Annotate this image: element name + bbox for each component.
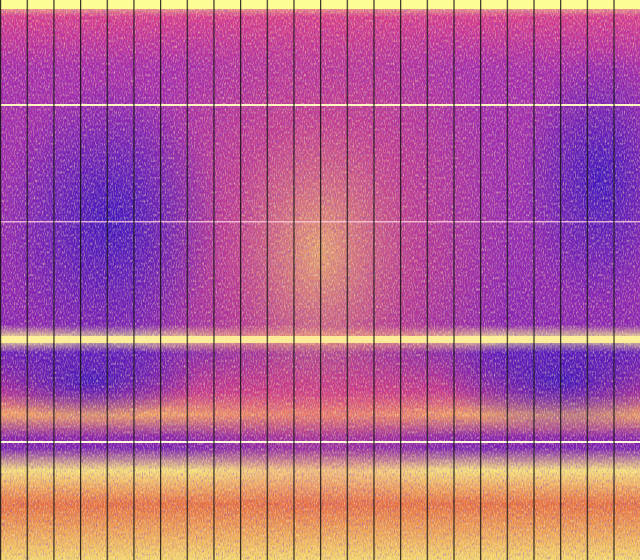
page (0, 0, 640, 560)
spectrogram (0, 0, 640, 560)
vertical-lines (0, 0, 640, 560)
